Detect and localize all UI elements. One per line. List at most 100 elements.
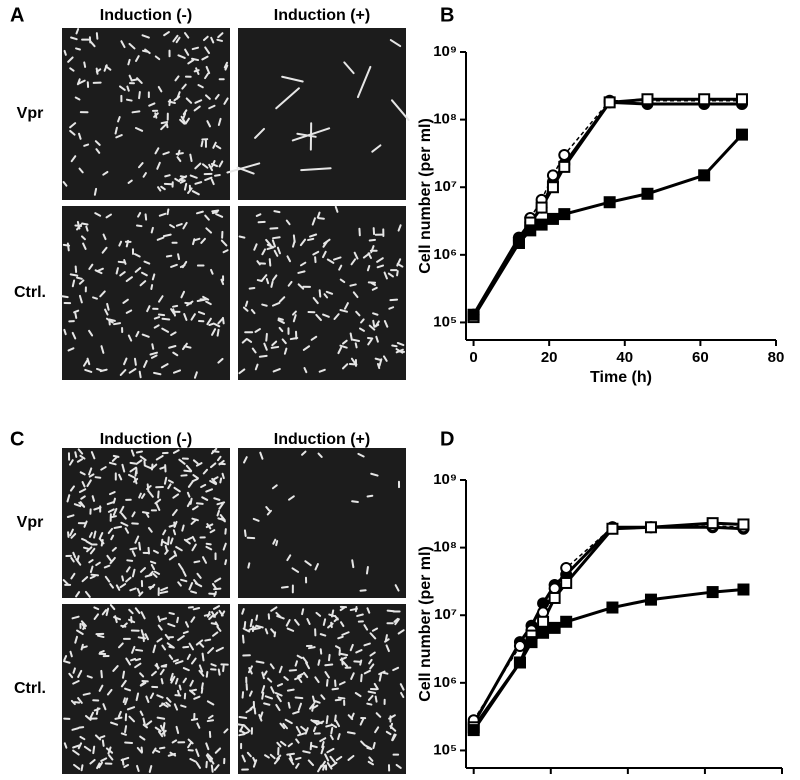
cell: [202, 295, 210, 301]
cell: [125, 98, 133, 102]
cell: [89, 565, 94, 574]
cell: [265, 277, 270, 285]
cell: [215, 213, 224, 218]
cell: [88, 559, 94, 564]
cell: [294, 660, 298, 667]
x-tick-label: 80: [774, 777, 791, 780]
cell: [253, 243, 258, 251]
cell: [150, 354, 158, 359]
cell: [210, 622, 217, 626]
cell: [287, 701, 291, 709]
cell: [84, 714, 92, 721]
y-tick-label: 10⁵: [433, 313, 457, 330]
cell: [113, 322, 122, 326]
cell: [247, 562, 251, 569]
cell: [359, 589, 367, 592]
cell: [108, 754, 114, 761]
cell: [347, 714, 354, 721]
cell: [131, 550, 136, 557]
cell: [198, 664, 204, 673]
cell: [265, 238, 272, 247]
cell: [214, 174, 221, 177]
cell: [287, 280, 293, 287]
cell: [128, 715, 136, 723]
cell: [97, 634, 105, 639]
cell: [131, 568, 136, 578]
cell: [95, 707, 99, 716]
cell: [295, 756, 302, 761]
cell: [251, 347, 257, 354]
cell: [281, 338, 287, 345]
cell: [206, 317, 212, 326]
cell: [142, 172, 147, 178]
cell: [203, 613, 211, 617]
cell: [149, 351, 158, 356]
cell: [155, 662, 160, 670]
cell: [302, 345, 311, 351]
cell: [174, 660, 184, 665]
cell: [264, 628, 269, 635]
cell: [148, 570, 154, 576]
series-line: [472, 133, 744, 316]
cell: [376, 264, 385, 269]
cell: [179, 179, 186, 184]
cell: [102, 703, 107, 711]
cell: [95, 32, 99, 40]
cell: [299, 238, 307, 247]
cell: [83, 143, 90, 147]
cell: [355, 649, 363, 654]
cell: [244, 300, 249, 307]
cell: [172, 304, 179, 308]
cell: [117, 260, 126, 264]
cell: [101, 246, 108, 254]
cell: [192, 459, 199, 465]
cell: [177, 149, 181, 156]
cell: [92, 296, 98, 300]
cell: [125, 566, 131, 573]
cell: [166, 208, 170, 216]
cell: [189, 174, 198, 179]
cell: [162, 722, 166, 730]
cell: [191, 190, 200, 196]
micrograph-background: [238, 28, 406, 200]
cell: [123, 764, 130, 769]
cell: [68, 672, 74, 679]
cell: [276, 683, 284, 687]
micrograph: [61, 206, 230, 380]
cell: [195, 502, 204, 505]
cell: [165, 254, 173, 258]
cell: [134, 266, 142, 273]
cell: [89, 758, 96, 765]
cell: [134, 607, 141, 615]
cell: [320, 760, 326, 768]
cell: [70, 36, 78, 41]
row-label: Vpr: [17, 514, 44, 531]
cell: [314, 700, 321, 704]
cell: [133, 253, 141, 258]
cell: [128, 42, 136, 50]
cell: [63, 49, 67, 56]
cell: [185, 97, 193, 104]
y-tick-label: 10⁸: [433, 111, 457, 128]
cell: [105, 607, 110, 617]
data-point: [735, 93, 748, 106]
cell: [311, 704, 319, 710]
cell: [272, 236, 281, 240]
series-line: [472, 521, 744, 729]
cell: [107, 508, 115, 513]
cell: [397, 224, 402, 232]
cell: [221, 472, 225, 480]
cell: [120, 756, 130, 762]
cell: [167, 479, 174, 484]
cell: [188, 642, 195, 651]
cell: [120, 512, 127, 520]
cell: [190, 313, 196, 321]
cell: [202, 468, 209, 475]
data-point: [698, 93, 711, 106]
cell: [180, 704, 187, 708]
cell: [142, 49, 149, 53]
cell: [171, 739, 178, 744]
cell: [378, 673, 382, 682]
cell: [153, 570, 161, 575]
cell: [389, 722, 394, 729]
